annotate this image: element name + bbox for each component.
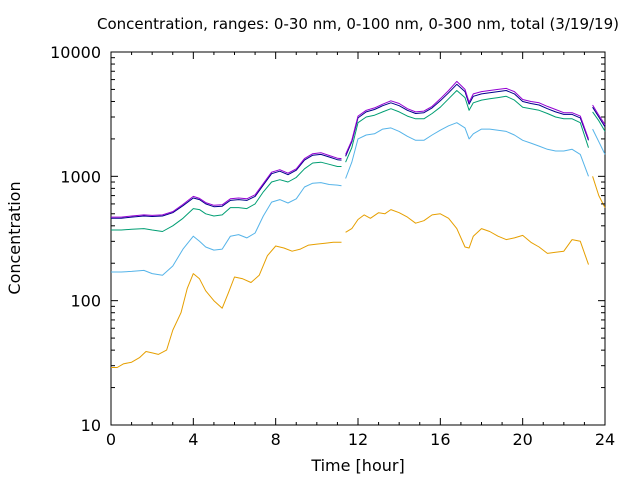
x-tick-label: 24 [595,430,615,449]
series-3-line [345,90,589,163]
x-tick-label: 8 [271,430,281,449]
plot-area [110,51,606,426]
chart-title: Concentration, ranges: 0-30 nm, 0-100 nm… [97,15,619,33]
series-4-line [592,106,606,128]
y-tick-label: 1000 [60,167,101,186]
series-1-line [592,176,606,208]
series-3-line [111,161,342,232]
series-4-line [111,153,342,219]
y-tick-label: 10000 [50,43,101,62]
x-tick-label: 0 [106,430,116,449]
y-tick-label: 10 [81,416,101,435]
series-2-line [111,182,342,276]
y-axis-label: Concentration [5,181,24,294]
y-tick-label: 100 [70,292,101,311]
series-3-line [592,111,606,132]
x-tick-label: 12 [348,430,368,449]
x-tick-label: 4 [188,430,198,449]
series-group [111,80,606,368]
series-1-line [111,241,342,368]
series-4-line [345,83,589,157]
series-5-line [111,152,342,218]
ticks-group: 0 4 8 12 16 20 24 10 100 1000 10000 [50,43,615,449]
series-2-line [592,128,606,155]
series-2-line [345,122,589,179]
series-5-line [592,104,606,125]
series-5-line [345,80,589,155]
plot-border [110,51,606,426]
series-1-line [345,209,589,265]
x-tick-label: 16 [430,430,450,449]
x-axis-label: Time [hour] [310,456,404,475]
x-tick-label: 20 [512,430,532,449]
